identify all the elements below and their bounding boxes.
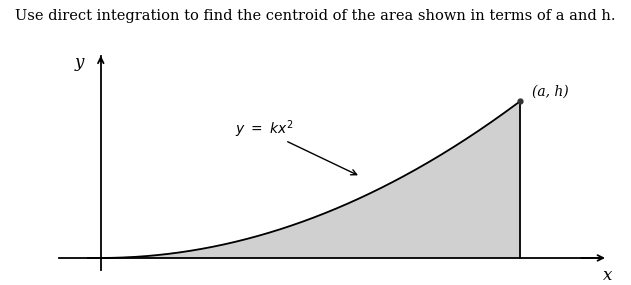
Text: y: y <box>74 54 84 72</box>
Text: $y\ =\ kx^2$: $y\ =\ kx^2$ <box>235 119 293 141</box>
Text: Use direct integration to find the centroid of the area shown in terms of a and : Use direct integration to find the centr… <box>15 9 616 23</box>
Text: x: x <box>603 267 613 284</box>
Polygon shape <box>101 101 520 258</box>
Text: (a, h): (a, h) <box>533 84 569 98</box>
